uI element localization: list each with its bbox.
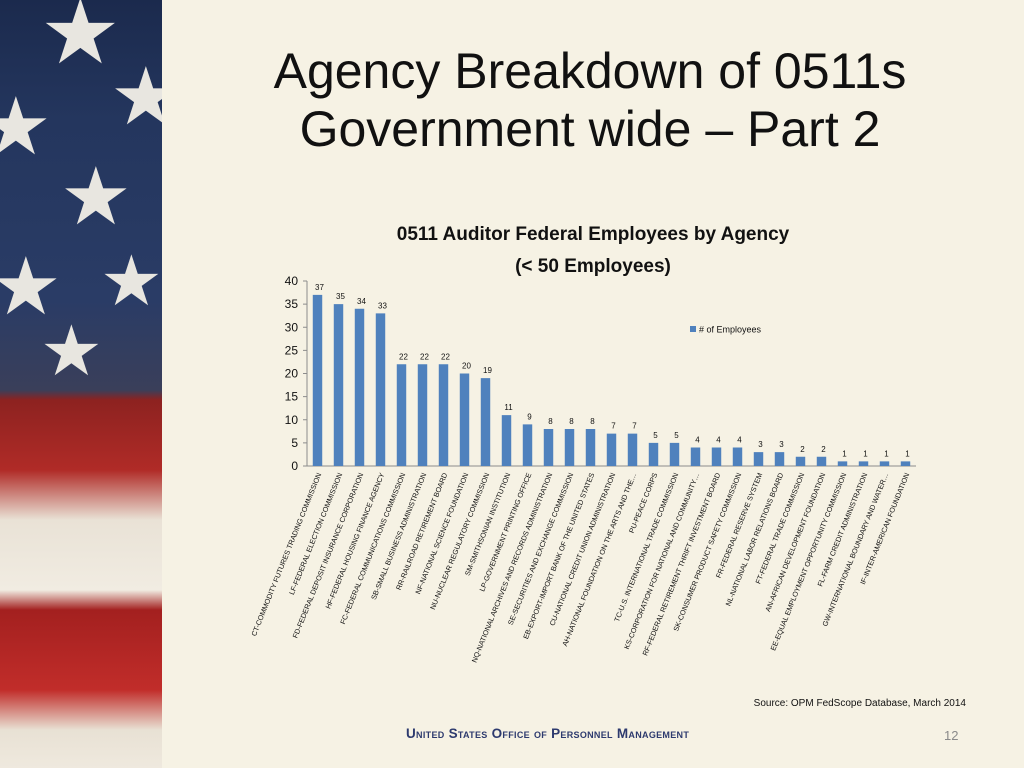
bar bbox=[312, 294, 323, 466]
data-label: 3 bbox=[779, 440, 784, 449]
data-label: 20 bbox=[462, 362, 471, 371]
data-label: 1 bbox=[905, 449, 910, 458]
legend-label: # of Employees bbox=[699, 325, 762, 335]
bar bbox=[627, 433, 638, 466]
slide-title-line-1: Agency Breakdown of 0511s bbox=[273, 43, 907, 99]
bar bbox=[669, 442, 680, 466]
bar bbox=[564, 429, 575, 466]
y-tick-label: 30 bbox=[285, 320, 299, 334]
bar bbox=[711, 447, 722, 466]
bar bbox=[732, 447, 743, 466]
bar bbox=[543, 429, 554, 466]
american-flag-image: ★ ★ ★ ★ ★ ★ ★ bbox=[0, 0, 162, 768]
bar bbox=[480, 378, 491, 466]
bar bbox=[648, 442, 659, 466]
bar bbox=[879, 461, 890, 466]
bar bbox=[900, 461, 911, 466]
x-tick-label: NQ-NATIONAL ARCHIVES AND RECORDS ADMINIS… bbox=[470, 471, 555, 663]
data-label: 11 bbox=[504, 403, 513, 412]
data-label: 4 bbox=[716, 436, 721, 445]
data-label: 1 bbox=[884, 449, 889, 458]
flag-star-icon: ★ bbox=[0, 240, 62, 333]
bar bbox=[858, 461, 869, 466]
footer-organization: United States Office of Personnel Manage… bbox=[406, 726, 690, 741]
flag-star-icon: ★ bbox=[60, 150, 132, 243]
y-tick-label: 10 bbox=[285, 413, 299, 427]
data-label: 34 bbox=[357, 297, 366, 306]
data-label: 4 bbox=[737, 436, 742, 445]
data-label: 7 bbox=[632, 422, 637, 431]
bar bbox=[774, 452, 785, 466]
data-label: 8 bbox=[590, 417, 595, 426]
data-label: 1 bbox=[842, 449, 847, 458]
bar bbox=[333, 304, 344, 466]
legend-swatch bbox=[690, 326, 696, 332]
data-label: 4 bbox=[695, 436, 700, 445]
chart-title: 0511 Auditor Federal Employees by Agency bbox=[397, 224, 790, 245]
y-tick-label: 0 bbox=[291, 459, 298, 473]
data-label: 7 bbox=[611, 422, 616, 431]
data-label: 22 bbox=[420, 352, 429, 361]
y-tick-label: 5 bbox=[291, 436, 298, 450]
bar bbox=[795, 456, 806, 466]
bar bbox=[522, 424, 533, 466]
y-tick-label: 25 bbox=[285, 343, 299, 357]
data-label: 35 bbox=[336, 292, 345, 301]
slide-title: Agency Breakdown of 0511s Government wid… bbox=[190, 42, 990, 158]
bar bbox=[606, 433, 617, 466]
data-label: 22 bbox=[399, 352, 408, 361]
flag-star-icon: ★ bbox=[40, 0, 121, 85]
chart-subtitle: (< 50 Employees) bbox=[515, 256, 671, 277]
y-tick-label: 20 bbox=[285, 367, 299, 381]
chart-legend: # of Employees bbox=[690, 325, 762, 335]
data-label: 37 bbox=[315, 283, 324, 292]
flag-star-icon: ★ bbox=[0, 80, 52, 173]
data-label: 2 bbox=[800, 445, 805, 454]
data-label: 22 bbox=[441, 352, 450, 361]
x-tick-label: CT-COMMODITY FUTURES TRADING COMMISSION bbox=[249, 471, 323, 637]
bar bbox=[753, 452, 764, 466]
data-label: 2 bbox=[821, 445, 826, 454]
y-tick-label: 40 bbox=[285, 274, 299, 288]
bar bbox=[459, 373, 470, 466]
source-note: Source: OPM FedScope Database, March 201… bbox=[753, 698, 966, 709]
flag-star-icon: ★ bbox=[110, 50, 162, 143]
data-label: 3 bbox=[758, 440, 763, 449]
bar bbox=[396, 364, 407, 466]
bar bbox=[837, 461, 848, 466]
bar bbox=[585, 429, 596, 466]
data-label: 1 bbox=[863, 449, 868, 458]
data-label: 19 bbox=[483, 366, 492, 375]
bar bbox=[816, 456, 827, 466]
bar bbox=[417, 364, 428, 466]
data-label: 8 bbox=[548, 417, 553, 426]
data-label: 5 bbox=[674, 431, 679, 440]
bar bbox=[438, 364, 449, 466]
data-label: 8 bbox=[569, 417, 574, 426]
data-label: 33 bbox=[378, 301, 387, 310]
bar bbox=[501, 415, 512, 466]
y-tick-label: 15 bbox=[285, 390, 299, 404]
flag-star-icon: ★ bbox=[40, 310, 103, 392]
data-label: 5 bbox=[653, 431, 658, 440]
flag-star-icon: ★ bbox=[100, 240, 162, 322]
slide-title-line-2: Government wide – Part 2 bbox=[299, 101, 881, 157]
bar bbox=[375, 313, 386, 466]
slide-number: 12 bbox=[944, 728, 959, 743]
bar bbox=[690, 447, 701, 466]
bar bbox=[354, 308, 365, 466]
y-tick-label: 35 bbox=[285, 297, 299, 311]
data-label: 9 bbox=[527, 412, 532, 421]
